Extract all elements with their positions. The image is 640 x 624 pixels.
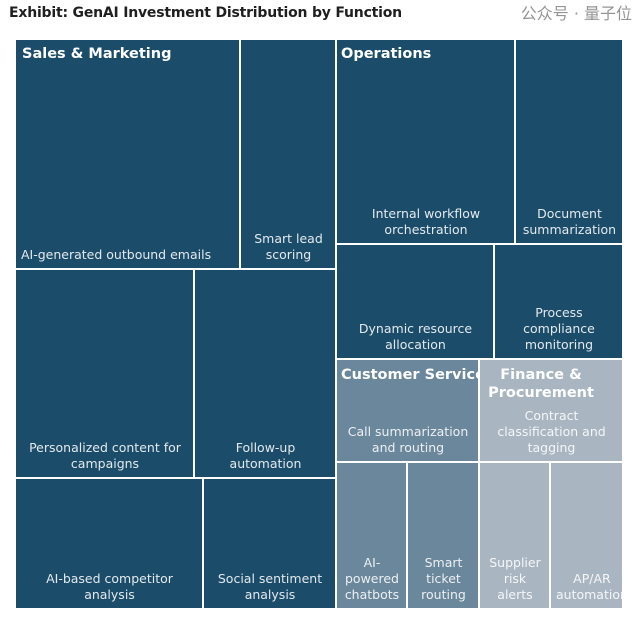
chart-title: Exhibit: GenAI Investment Distribution b… (9, 5, 402, 21)
treemap-cell-internal-workflow-orchestration: Internal workflow orchestration (337, 40, 514, 243)
group-label-sales-marketing: Sales & Marketing (22, 46, 172, 62)
cell-label: Social sentiment analysis (217, 571, 323, 602)
treemap-cell-document-summarization: Document summarization (516, 40, 622, 243)
cell-label: Follow-up automation (229, 440, 302, 471)
treemap-cell-contract-classification-and-tagging: Contract classification and tagging (480, 360, 622, 461)
cell-label: Internal workflow orchestration (371, 206, 481, 237)
treemap-cell-smart-lead-scoring: Smart lead scoring (241, 40, 335, 268)
cell-label: AI-generated outbound emails (21, 247, 212, 262)
cell-label: Smart ticket routing (421, 555, 466, 602)
treemap-cell-ai-powered-chatbots: AI-powered chatbots (337, 463, 406, 608)
watermark: 公众号 · 量子位 (520, 4, 632, 23)
treemap-cell-dynamic-resource-allocation: Dynamic resource allocation (337, 245, 493, 358)
treemap-cell-personalized-content-for-campaigns: Personalized content for campaigns (16, 270, 193, 477)
treemap-cell-process-compliance-monitoring: Process compliance monitoring (495, 245, 622, 358)
cell-label: Dynamic resource allocation (358, 321, 473, 352)
cell-label: AP/AR automation (556, 571, 628, 602)
cell-label: Call summarization and routing (347, 424, 469, 455)
group-label-customer-service: Customer Service (341, 367, 485, 383)
treemap-cell-ai-generated-outbound-emails: AI-generated outbound emails (16, 40, 239, 268)
treemap-cell-ap-ar-automation: AP/AR automation (551, 463, 628, 608)
group-label-finance-procurement: Finance & Procurement (488, 367, 594, 401)
treemap-cell-ai-based-competitor-analysis: AI-based competitor analysis (16, 479, 202, 608)
cell-label: AI-based competitor analysis (46, 571, 173, 602)
cell-label: Process compliance monitoring (523, 305, 595, 352)
cell-label: Smart lead scoring (254, 231, 323, 262)
treemap-cell-supplier-risk-alerts: Supplier risk alerts (480, 463, 549, 608)
group-label-operations: Operations (341, 46, 432, 62)
cell-label: Supplier risk alerts (489, 555, 541, 602)
treemap-cell-social-sentiment-analysis: Social sentiment analysis (204, 479, 335, 608)
cell-label: Contract classification and tagging (497, 408, 606, 455)
cell-label: AI-powered chatbots (344, 555, 400, 602)
cell-label: Personalized content for campaigns (29, 440, 181, 471)
cell-label: Document summarization (522, 206, 617, 237)
treemap-cell-follow-up-automation: Follow-up automation (195, 270, 335, 477)
treemap-cell-smart-ticket-routing: Smart ticket routing (408, 463, 478, 608)
treemap-cell-call-summarization-and-routing: Call summarization and routing (337, 360, 478, 461)
